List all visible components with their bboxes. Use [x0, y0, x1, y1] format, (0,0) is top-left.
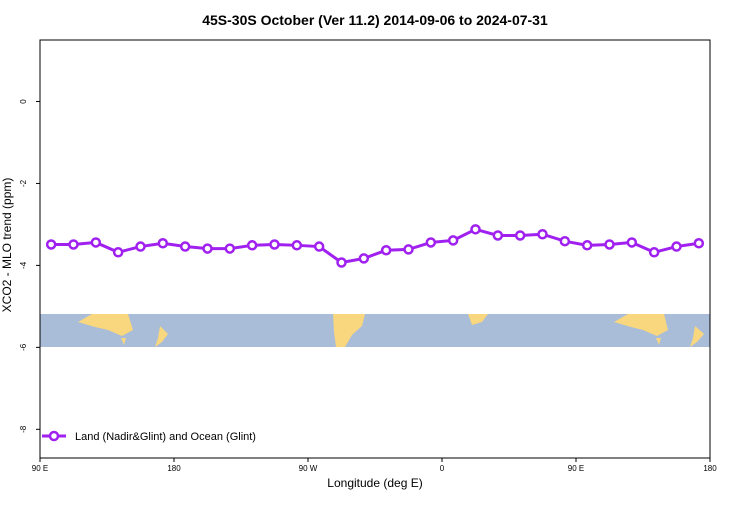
legend: Land (Nadir&Glint) and Ocean (Glint) — [42, 430, 256, 443]
legend-label: Land (Nadir&Glint) and Ocean (Glint) — [75, 431, 256, 443]
point — [581, 240, 593, 251]
plot-frame — [39, 39, 711, 459]
point — [246, 240, 258, 251]
series-line — [51, 227, 700, 265]
x-tick-label: 180 — [703, 464, 717, 473]
point — [291, 240, 303, 251]
point — [358, 253, 370, 264]
y-tick-label: -6 — [19, 343, 28, 351]
point — [626, 237, 638, 248]
chart-title: 45S-30S October (Ver 11.2) 2014-09-06 to… — [202, 12, 548, 28]
point — [380, 244, 392, 256]
x-tick-label: 90 E — [32, 464, 48, 473]
point — [112, 247, 124, 258]
point — [604, 239, 615, 250]
x-tick-label: 180 — [167, 464, 181, 473]
point — [68, 239, 79, 250]
point — [336, 257, 347, 268]
point — [157, 238, 169, 249]
y-tick-label: -2 — [19, 179, 28, 187]
point — [403, 244, 414, 255]
point — [179, 241, 191, 252]
point — [269, 239, 280, 250]
x-tick-label: 0 — [440, 464, 445, 473]
point — [671, 241, 682, 252]
point — [514, 230, 526, 241]
point — [693, 238, 705, 249]
point — [425, 237, 437, 248]
y-tick-label: 0 — [19, 99, 28, 104]
y-axis-label: XCO2 - MLO trend (ppm) — [0, 178, 14, 313]
point — [492, 230, 504, 241]
legend-marker — [48, 430, 60, 442]
x-tick-label: 90 E — [568, 464, 584, 473]
point — [224, 243, 236, 254]
point — [447, 235, 459, 246]
point — [470, 224, 481, 235]
point — [90, 237, 102, 248]
point — [648, 247, 660, 258]
y-tick-label: -4 — [19, 261, 28, 269]
point — [537, 228, 548, 240]
x-tick-label: 90 W — [299, 464, 318, 473]
point — [135, 241, 146, 252]
point — [313, 241, 325, 252]
map-strip — [40, 314, 710, 347]
x-axis-label: Longitude (deg E) — [327, 476, 422, 490]
point — [202, 243, 213, 254]
point — [45, 239, 57, 250]
y-tick-label: -8 — [19, 425, 28, 433]
point — [559, 235, 571, 247]
